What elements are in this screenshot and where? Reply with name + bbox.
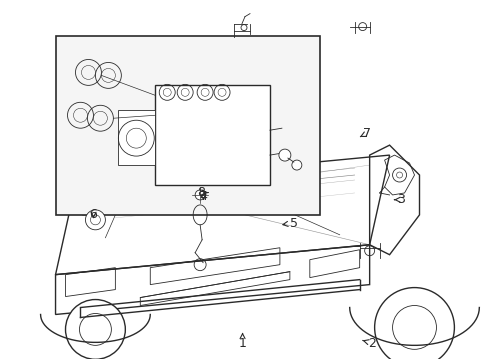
Text: 6: 6 xyxy=(90,208,98,221)
Text: 5: 5 xyxy=(283,216,298,230)
Bar xyxy=(119,110,155,165)
Circle shape xyxy=(195,190,205,200)
Text: 4: 4 xyxy=(199,190,207,203)
Circle shape xyxy=(375,288,454,360)
Text: 8: 8 xyxy=(197,186,208,199)
Text: 1: 1 xyxy=(239,333,246,350)
Bar xyxy=(155,85,270,185)
Circle shape xyxy=(292,160,302,170)
Text: 2: 2 xyxy=(363,337,376,350)
Circle shape xyxy=(279,149,291,161)
Text: 3: 3 xyxy=(394,193,405,206)
Bar xyxy=(55,36,320,215)
Circle shape xyxy=(66,300,125,359)
Circle shape xyxy=(85,210,105,230)
Text: 7: 7 xyxy=(360,127,371,140)
